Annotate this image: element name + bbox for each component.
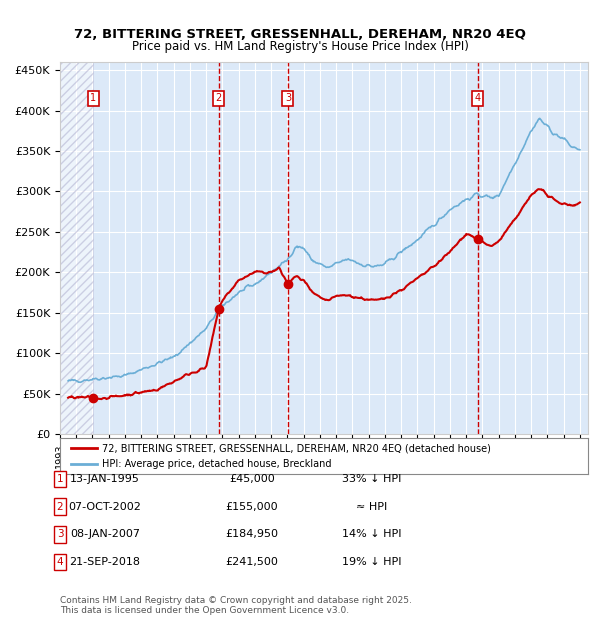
Text: 3: 3 <box>56 529 64 539</box>
Text: HPI: Average price, detached house, Breckland: HPI: Average price, detached house, Brec… <box>102 459 332 469</box>
Bar <box>60 62 93 434</box>
Text: 13-JAN-1995: 13-JAN-1995 <box>70 474 140 484</box>
Text: 14% ↓ HPI: 14% ↓ HPI <box>342 529 402 539</box>
Text: 3: 3 <box>285 94 291 104</box>
Text: 72, BITTERING STREET, GRESSENHALL, DEREHAM, NR20 4EQ (detached house): 72, BITTERING STREET, GRESSENHALL, DEREH… <box>102 443 491 453</box>
Text: 07-OCT-2002: 07-OCT-2002 <box>68 502 142 512</box>
Text: 1: 1 <box>90 94 96 104</box>
Text: 2: 2 <box>56 502 64 512</box>
Text: £45,000: £45,000 <box>229 474 275 484</box>
Text: 19% ↓ HPI: 19% ↓ HPI <box>342 557 402 567</box>
Text: 72, BITTERING STREET, GRESSENHALL, DEREHAM, NR20 4EQ: 72, BITTERING STREET, GRESSENHALL, DEREH… <box>74 28 526 41</box>
Text: 2: 2 <box>215 94 222 104</box>
Text: £241,500: £241,500 <box>226 557 278 567</box>
Text: £184,950: £184,950 <box>226 529 278 539</box>
Text: ≈ HPI: ≈ HPI <box>356 502 388 512</box>
Text: 33% ↓ HPI: 33% ↓ HPI <box>343 474 401 484</box>
Text: 4: 4 <box>475 94 481 104</box>
Text: 08-JAN-2007: 08-JAN-2007 <box>70 529 140 539</box>
Text: 21-SEP-2018: 21-SEP-2018 <box>70 557 140 567</box>
Text: £155,000: £155,000 <box>226 502 278 512</box>
Text: 1: 1 <box>56 474 64 484</box>
Text: Price paid vs. HM Land Registry's House Price Index (HPI): Price paid vs. HM Land Registry's House … <box>131 40 469 53</box>
Text: 4: 4 <box>56 557 64 567</box>
Text: Contains HM Land Registry data © Crown copyright and database right 2025.
This d: Contains HM Land Registry data © Crown c… <box>60 596 412 615</box>
